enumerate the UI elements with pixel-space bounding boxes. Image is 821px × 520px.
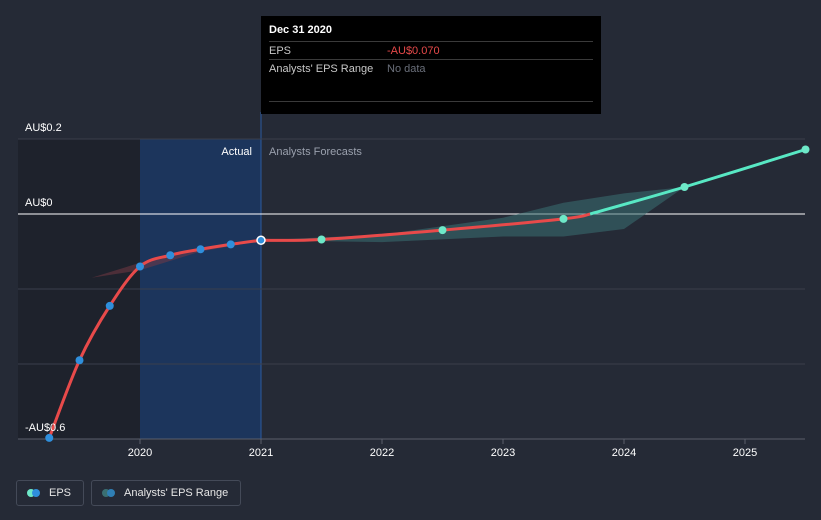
- eps-actual-point: [105, 301, 114, 310]
- chart-background: [18, 112, 262, 439]
- eps-actual-point: [256, 235, 266, 245]
- legend-eps-label: EPS: [49, 487, 72, 499]
- eps-forecast-point: [438, 226, 447, 235]
- x-tick-label: 2022: [370, 447, 394, 459]
- eps-actual-point: [75, 356, 84, 365]
- eps-actual-point: [196, 245, 205, 254]
- x-tick-label: 2024: [612, 447, 636, 459]
- chart-legend: EPS Analysts' EPS Range: [16, 480, 242, 506]
- tooltip-date: Dec 31 2020: [269, 24, 332, 36]
- tooltip-eps-value: -AU$0.070: [387, 44, 440, 57]
- legend-eps-range-label: Analysts' EPS Range: [124, 487, 229, 499]
- axis-labels: AU$0.2 AU$0 -AU$0.6 2020 2021 2022 2023 2024 202…: [25, 122, 757, 459]
- eps-actual-point: [136, 262, 144, 271]
- legend-item-eps-range[interactable]: Analysts' EPS Range: [91, 480, 242, 506]
- tooltip-range-value: No data: [387, 62, 426, 75]
- y-tick-label: -AU$0.6: [25, 422, 65, 434]
- eps-actual-point: [166, 251, 175, 260]
- tooltip-row-range: Analysts' EPS Range No data: [269, 59, 593, 77]
- eps-forecast-line-positive: [589, 148, 806, 216]
- y-tick-label: AU$0.2: [25, 122, 62, 134]
- grid: [18, 138, 805, 444]
- y-tick-label: AU$0: [25, 197, 53, 209]
- eps-forecast-point: [801, 145, 810, 154]
- history-range-area: [91, 239, 261, 278]
- data-tooltip: Dec 31 2020 EPS -AU$0.070 Analysts' EPS …: [261, 16, 601, 114]
- eps-actual-point: [226, 240, 235, 249]
- x-tick-label: 2023: [491, 447, 515, 459]
- eps-legend-dots-icon: [27, 489, 41, 497]
- eps-forecast-point: [680, 183, 689, 191]
- actual-region-label: Actual: [221, 146, 252, 158]
- x-tick-label: 2025: [733, 447, 757, 459]
- tooltip-spacer: [269, 77, 593, 102]
- eps-forecast-point: [559, 214, 568, 223]
- x-tick-label: 2020: [128, 447, 152, 459]
- tooltip-row-eps: EPS -AU$0.070: [269, 41, 593, 59]
- forecast-region-label: Analysts Forecasts: [269, 146, 362, 158]
- eps-forecast-point: [317, 235, 326, 244]
- tooltip-range-label: Analysts' EPS Range: [269, 62, 374, 75]
- eps-actual-point: [45, 433, 54, 442]
- legend-item-eps[interactable]: EPS: [16, 480, 85, 506]
- tooltip-eps-label: EPS: [269, 44, 292, 57]
- x-tick-label: 2021: [249, 447, 273, 459]
- eps-range-band: [91, 187, 685, 278]
- eps-range-legend-dots-icon: [102, 489, 116, 497]
- eps-markers: [45, 145, 810, 442]
- forecast-range-area: [261, 187, 685, 243]
